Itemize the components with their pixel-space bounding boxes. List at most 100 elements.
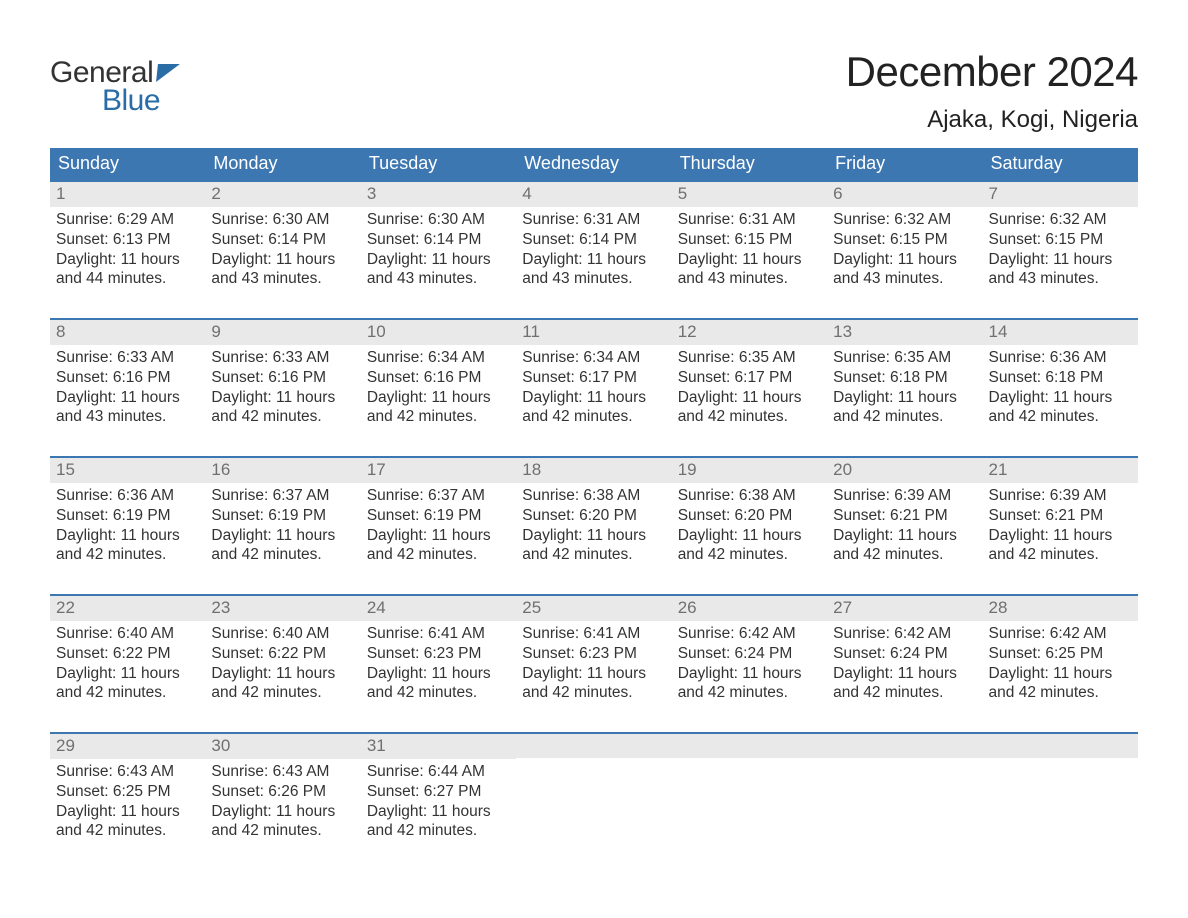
sunrise-line: Sunrise: 6:42 AM <box>989 624 1132 644</box>
day-cell <box>516 733 671 871</box>
month-title: December 2024 <box>846 48 1138 96</box>
sunset-line: Sunset: 6:22 PM <box>211 644 354 664</box>
sunset-line: Sunset: 6:16 PM <box>367 368 510 388</box>
day-cell: 23Sunrise: 6:40 AMSunset: 6:22 PMDayligh… <box>205 595 360 733</box>
day-number: 5 <box>672 182 827 207</box>
day-body: Sunrise: 6:37 AMSunset: 6:19 PMDaylight:… <box>361 483 516 571</box>
day-cell: 20 Sunrise: 6:39 AMSunset: 6:21 PMDayligh… <box>827 457 982 595</box>
sunrise-line: Sunrise: 6:37 AM <box>211 486 354 506</box>
sunset-line: Sunset: 6:27 PM <box>367 782 510 802</box>
day-cell <box>827 733 982 871</box>
sunrise-line: Sunrise: 6:39 AM <box>833 486 976 506</box>
sunset-line: Sunset: 6:13 PM <box>56 230 199 250</box>
day-number: 28 <box>983 596 1138 621</box>
sunset-line: Sunset: 6:16 PM <box>211 368 354 388</box>
daylight-line: Daylight: 11 hours and 42 minutes. <box>56 664 199 704</box>
week-row: 1Sunrise: 6:29 AMSunset: 6:13 PMDaylight… <box>50 181 1138 319</box>
sunset-line: Sunset: 6:18 PM <box>989 368 1132 388</box>
day-header-sat: Saturday <box>983 148 1138 181</box>
day-header-mon: Monday <box>205 148 360 181</box>
day-number: 2 <box>205 182 360 207</box>
sunrise-line: Sunrise: 6:39 AM <box>989 486 1132 506</box>
daylight-line: Daylight: 11 hours and 42 minutes. <box>989 388 1132 428</box>
day-number: 20 <box>827 458 982 483</box>
day-body: Sunrise: 6:38 AMSunset: 6:20 PMDaylight:… <box>672 483 827 571</box>
day-cell: 15Sunrise: 6:36 AMSunset: 6:19 PMDayligh… <box>50 457 205 595</box>
daylight-line: Daylight: 11 hours and 43 minutes. <box>522 250 665 290</box>
day-number: 26 <box>672 596 827 621</box>
day-number: 12 <box>672 320 827 345</box>
sunrise-line: Sunrise: 6:35 AM <box>678 348 821 368</box>
day-body: Sunrise: 6:40 AMSunset: 6:22 PMDaylight:… <box>50 621 205 709</box>
sunrise-line: Sunrise: 6:44 AM <box>367 762 510 782</box>
sunset-line: Sunset: 6:14 PM <box>367 230 510 250</box>
sunset-line: Sunset: 6:23 PM <box>522 644 665 664</box>
day-cell: 21Sunrise: 6:39 AMSunset: 6:21 PMDayligh… <box>983 457 1138 595</box>
day-cell: 2Sunrise: 6:30 AMSunset: 6:14 PMDaylight… <box>205 181 360 319</box>
sunset-line: Sunset: 6:19 PM <box>367 506 510 526</box>
logo: General Blue <box>50 56 179 118</box>
daylight-line: Daylight: 11 hours and 42 minutes. <box>989 526 1132 566</box>
day-cell: 19Sunrise: 6:38 AMSunset: 6:20 PMDayligh… <box>672 457 827 595</box>
daylight-line: Daylight: 11 hours and 43 minutes. <box>989 250 1132 290</box>
day-cell: 9Sunrise: 6:33 AMSunset: 6:16 PMDaylight… <box>205 319 360 457</box>
sunrise-line: Sunrise: 6:41 AM <box>522 624 665 644</box>
day-body: Sunrise: 6:42 AMSunset: 6:25 PMDaylight:… <box>983 621 1138 709</box>
sunrise-line: Sunrise: 6:38 AM <box>678 486 821 506</box>
day-number: 31 <box>361 734 516 759</box>
sunrise-line: Sunrise: 6:32 AM <box>833 210 976 230</box>
day-cell: 3Sunrise: 6:30 AMSunset: 6:14 PMDaylight… <box>361 181 516 319</box>
daylight-line: Daylight: 11 hours and 42 minutes. <box>989 664 1132 704</box>
empty-day-bar <box>672 734 827 758</box>
day-body: Sunrise: 6:32 AMSunset: 6:15 PMDaylight:… <box>983 207 1138 295</box>
day-body: Sunrise: 6:44 AMSunset: 6:27 PMDaylight:… <box>361 759 516 847</box>
day-body: Sunrise: 6:43 AMSunset: 6:25 PMDaylight:… <box>50 759 205 847</box>
daylight-line: Daylight: 11 hours and 42 minutes. <box>367 526 510 566</box>
day-number: 27 <box>827 596 982 621</box>
sunrise-line: Sunrise: 6:41 AM <box>367 624 510 644</box>
day-number: 10 <box>361 320 516 345</box>
sunset-line: Sunset: 6:15 PM <box>678 230 821 250</box>
daylight-line: Daylight: 11 hours and 42 minutes. <box>833 526 976 566</box>
day-number: 13 <box>827 320 982 345</box>
day-number: 18 <box>516 458 671 483</box>
sunset-line: Sunset: 6:21 PM <box>833 506 976 526</box>
day-body: Sunrise: 6:32 AMSunset: 6:15 PMDaylight:… <box>827 207 982 295</box>
day-header-fri: Friday <box>827 148 982 181</box>
sunset-line: Sunset: 6:24 PM <box>833 644 976 664</box>
daylight-line: Daylight: 11 hours and 43 minutes. <box>56 388 199 428</box>
day-cell: 22Sunrise: 6:40 AMSunset: 6:22 PMDayligh… <box>50 595 205 733</box>
sunrise-line: Sunrise: 6:31 AM <box>522 210 665 230</box>
sunset-line: Sunset: 6:16 PM <box>56 368 199 388</box>
sunset-line: Sunset: 6:20 PM <box>522 506 665 526</box>
sunrise-line: Sunrise: 6:30 AM <box>367 210 510 230</box>
day-body: Sunrise: 6:36 AMSunset: 6:19 PMDaylight:… <box>50 483 205 571</box>
sunset-line: Sunset: 6:25 PM <box>989 644 1132 664</box>
daylight-line: Daylight: 11 hours and 43 minutes. <box>211 250 354 290</box>
sunrise-line: Sunrise: 6:33 AM <box>56 348 199 368</box>
day-cell: 12 Sunrise: 6:35 AMSunset: 6:17 PMDayligh… <box>672 319 827 457</box>
day-cell: 27Sunrise: 6:42 AMSunset: 6:24 PMDayligh… <box>827 595 982 733</box>
day-body: Sunrise: 6:33 AMSunset: 6:16 PMDaylight:… <box>205 345 360 433</box>
daylight-line: Daylight: 11 hours and 42 minutes. <box>211 664 354 704</box>
day-number: 22 <box>50 596 205 621</box>
day-cell: 30Sunrise: 6:43 AMSunset: 6:26 PMDayligh… <box>205 733 360 871</box>
day-number: 8 <box>50 320 205 345</box>
sunset-line: Sunset: 6:18 PM <box>833 368 976 388</box>
day-number: 17 <box>361 458 516 483</box>
day-cell: 18Sunrise: 6:38 AMSunset: 6:20 PMDayligh… <box>516 457 671 595</box>
day-body: Sunrise: 6:39 AMSunset: 6:21 PMDaylight:… <box>983 483 1138 571</box>
daylight-line: Daylight: 11 hours and 42 minutes. <box>211 526 354 566</box>
sunset-line: Sunset: 6:20 PM <box>678 506 821 526</box>
daylight-line: Daylight: 11 hours and 42 minutes. <box>678 388 821 428</box>
day-body: Sunrise: 6:34 AMSunset: 6:16 PMDaylight:… <box>361 345 516 433</box>
sunrise-line: Sunrise: 6:32 AM <box>989 210 1132 230</box>
day-header-tue: Tuesday <box>361 148 516 181</box>
sunset-line: Sunset: 6:17 PM <box>678 368 821 388</box>
day-body: Sunrise: 6:29 AMSunset: 6:13 PMDaylight:… <box>50 207 205 295</box>
day-cell: 11Sunrise: 6:34 AMSunset: 6:17 PMDayligh… <box>516 319 671 457</box>
day-cell: 31Sunrise: 6:44 AMSunset: 6:27 PMDayligh… <box>361 733 516 871</box>
day-number: 6 <box>827 182 982 207</box>
day-body: Sunrise: 6:36 AMSunset: 6:18 PMDaylight:… <box>983 345 1138 433</box>
day-number: 24 <box>361 596 516 621</box>
